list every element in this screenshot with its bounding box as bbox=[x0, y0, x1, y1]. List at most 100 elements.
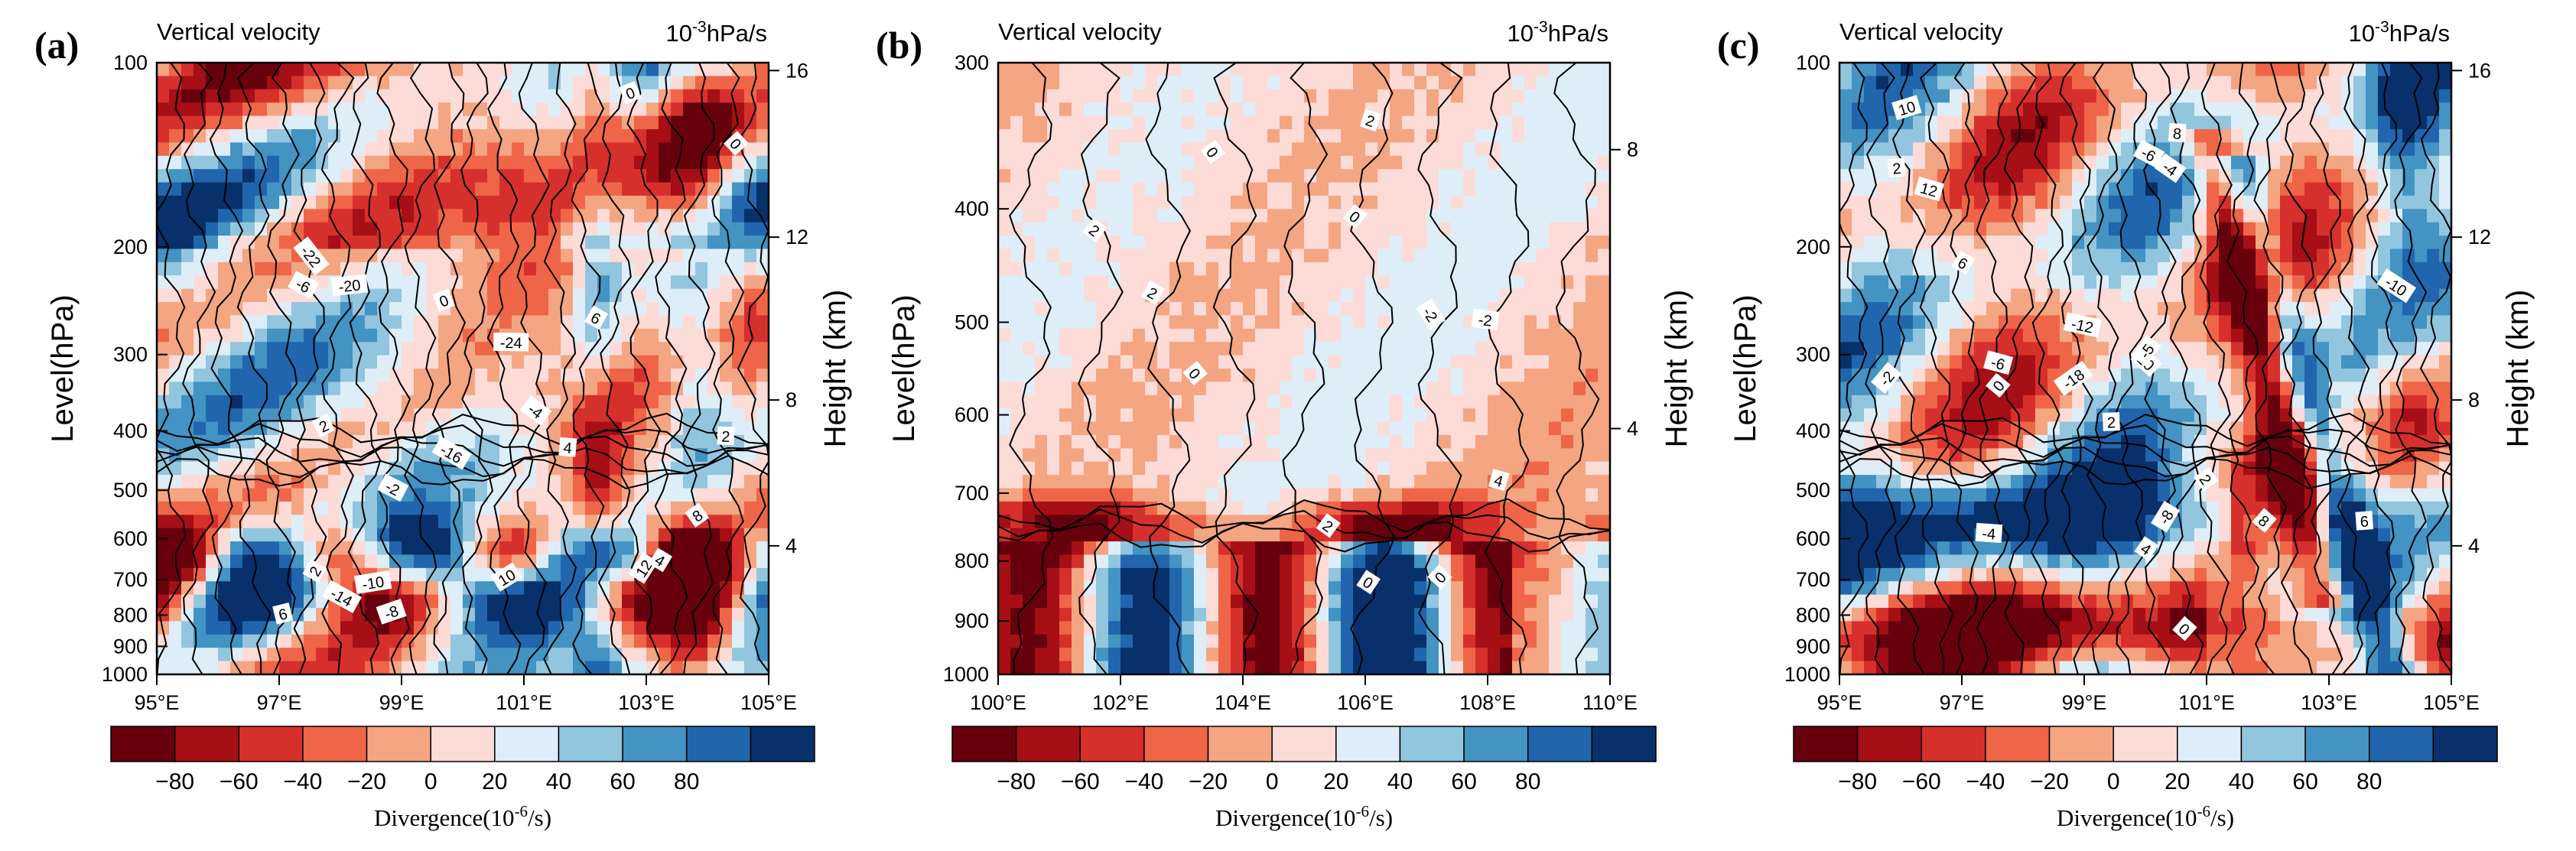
heatmap-cell bbox=[1267, 356, 1280, 369]
heatmap-cell bbox=[1169, 661, 1182, 675]
heatmap-cell bbox=[1316, 63, 1329, 76]
heatmap-cell bbox=[561, 356, 574, 369]
heatmap-cell bbox=[998, 356, 1011, 369]
panel-label: (a) bbox=[34, 24, 79, 67]
heatmap-cell bbox=[585, 408, 598, 422]
heatmap-cell bbox=[1439, 183, 1452, 197]
heatmap-cell bbox=[1414, 648, 1427, 661]
heatmap-cell bbox=[267, 554, 280, 568]
heatmap-cell bbox=[622, 395, 635, 409]
heatmap-cell bbox=[1353, 315, 1366, 329]
heatmap-cell bbox=[255, 489, 268, 502]
heatmap-cell bbox=[1133, 475, 1146, 489]
heatmap-cell bbox=[1035, 156, 1048, 170]
heatmap-cell bbox=[1573, 116, 1586, 130]
heatmap-cell bbox=[1451, 648, 1464, 661]
heatmap-cell bbox=[1194, 621, 1207, 635]
heatmap-cell bbox=[1218, 661, 1231, 675]
heatmap-cell bbox=[242, 116, 255, 130]
heatmap-cell bbox=[1439, 382, 1452, 395]
heatmap-cell bbox=[1426, 462, 1439, 476]
heatmap-cell bbox=[1182, 621, 1195, 635]
heatmap-cell bbox=[1292, 89, 1305, 103]
heatmap-cell bbox=[1255, 661, 1268, 675]
heatmap-cell bbox=[561, 648, 574, 661]
heatmap-cell bbox=[1488, 196, 1501, 210]
heatmap-cell bbox=[1255, 502, 1268, 515]
heatmap-cell bbox=[1059, 156, 1072, 170]
heatmap-cell bbox=[1365, 422, 1378, 436]
heatmap-cell bbox=[1218, 515, 1231, 528]
heatmap-cell bbox=[1341, 382, 1354, 395]
heatmap-cell bbox=[1035, 448, 1048, 462]
heatmap-cell bbox=[1072, 222, 1085, 236]
heatmap-cell bbox=[402, 342, 415, 356]
heatmap-cell bbox=[1598, 502, 1611, 515]
heatmap-cell bbox=[1255, 196, 1268, 210]
heatmap-cell bbox=[1864, 76, 1877, 89]
heatmap-cell bbox=[1512, 235, 1525, 249]
heatmap-cell bbox=[1365, 89, 1378, 103]
heatmap-cell bbox=[1072, 648, 1085, 661]
heatmap-cell bbox=[230, 89, 243, 103]
heatmap-cell bbox=[1537, 581, 1550, 595]
heatmap-cell bbox=[1108, 116, 1121, 130]
heatmap-cell bbox=[1145, 408, 1158, 422]
heatmap-cell bbox=[1329, 342, 1342, 356]
heatmap-cell bbox=[1120, 235, 1134, 249]
heatmap-cell bbox=[279, 369, 292, 382]
heatmap-cell bbox=[340, 248, 353, 262]
heatmap-cell bbox=[1267, 183, 1280, 197]
heatmap-cell bbox=[1512, 635, 1525, 648]
heatmap-cell bbox=[1084, 342, 1097, 356]
heatmap-cell bbox=[1390, 568, 1403, 582]
heatmap-cell bbox=[597, 196, 610, 210]
heatmap-cell bbox=[1047, 489, 1060, 502]
heatmap-cell bbox=[1365, 289, 1378, 303]
heatmap-cell bbox=[1035, 408, 1048, 422]
heatmap-cell bbox=[1120, 302, 1134, 316]
heatmap-cell bbox=[1145, 608, 1158, 622]
heatmap-cell bbox=[291, 116, 304, 130]
heatmap-cell bbox=[573, 475, 586, 489]
heatmap-cell bbox=[328, 129, 341, 143]
heatmap-cell bbox=[1512, 156, 1525, 170]
heatmap-cell bbox=[353, 541, 366, 555]
heatmap-cell bbox=[1537, 222, 1550, 236]
heatmap-cell bbox=[1096, 382, 1109, 395]
heatmap-cell bbox=[1035, 395, 1048, 409]
heatmap-cell bbox=[1598, 275, 1611, 289]
heatmap-cell bbox=[1010, 63, 1023, 76]
heatmap-cell bbox=[304, 116, 317, 130]
heatmap-cell bbox=[1377, 262, 1390, 276]
heatmap-cell bbox=[340, 356, 353, 369]
heatmap-cell bbox=[695, 222, 708, 236]
heatmap-cell bbox=[1463, 382, 1476, 395]
heatmap-cell bbox=[1096, 156, 1109, 170]
heatmap-cell bbox=[1218, 408, 1231, 422]
heatmap-cell bbox=[1341, 248, 1354, 262]
heatmap-cell bbox=[438, 408, 451, 422]
heatmap-cell bbox=[438, 382, 451, 395]
heatmap-cell bbox=[1377, 382, 1390, 395]
heatmap-cell bbox=[1329, 102, 1342, 116]
heatmap-cell bbox=[1133, 382, 1146, 395]
heatmap-cell bbox=[169, 408, 182, 422]
heatmap-cell bbox=[1586, 395, 1599, 409]
heatmap-cell bbox=[267, 528, 280, 542]
heatmap-cell bbox=[353, 422, 366, 436]
heatmap-cell bbox=[1108, 422, 1121, 436]
heatmap-cell bbox=[1573, 422, 1586, 436]
heatmap-cell bbox=[1500, 502, 1513, 515]
heatmap-cell bbox=[1414, 422, 1427, 436]
heatmap-cell bbox=[450, 342, 463, 356]
heatmap-cell bbox=[206, 648, 219, 661]
heatmap-cell bbox=[1010, 541, 1023, 555]
heatmap-cell bbox=[1377, 621, 1390, 635]
heatmap-cell bbox=[1316, 262, 1329, 276]
heatmap-cell bbox=[1426, 222, 1439, 236]
colorbar-swatch bbox=[431, 726, 495, 762]
heatmap-cell bbox=[1010, 156, 1023, 170]
heatmap-cell bbox=[1573, 275, 1586, 289]
heatmap-cell bbox=[402, 422, 415, 436]
